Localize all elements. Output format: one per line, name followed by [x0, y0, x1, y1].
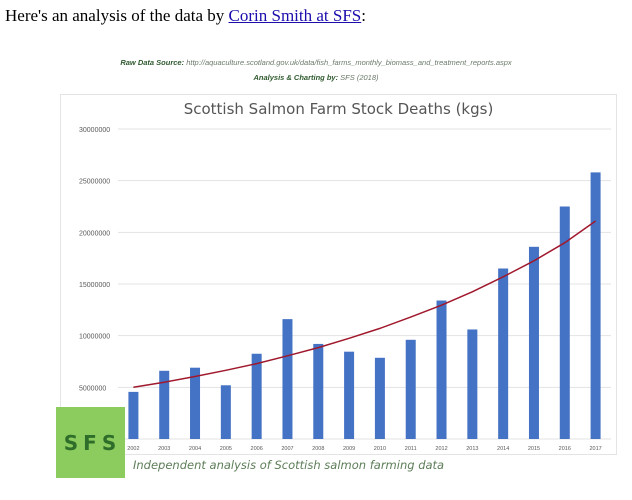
credit-line: Analysis & Charting by: SFS (2018)	[0, 73, 632, 82]
chart-caption: Independent analysis of Scottish salmon …	[133, 458, 445, 472]
bar	[313, 343, 324, 439]
bar	[405, 339, 416, 439]
credit-value: SFS (2018)	[338, 73, 379, 82]
bar	[498, 268, 509, 439]
bar	[590, 172, 601, 439]
y-tick-label: 15000000	[79, 282, 110, 289]
sfs-logo: SFS	[56, 407, 125, 478]
author-link[interactable]: Corin Smith at SFS	[228, 6, 362, 25]
credit-label: Analysis & Charting by:	[253, 73, 339, 82]
intro-suffix: :	[361, 6, 366, 25]
trendline	[133, 220, 597, 389]
y-tick-label: 30000000	[79, 127, 110, 134]
bar	[251, 353, 262, 439]
x-tick-label: 2011	[405, 446, 417, 452]
y-tick-label: 20000000	[79, 230, 110, 237]
x-tick-label: 2009	[343, 446, 355, 452]
x-tick-label: 2015	[528, 446, 540, 452]
bar	[220, 385, 231, 439]
bar	[436, 300, 447, 439]
bar	[374, 357, 385, 439]
bar	[159, 370, 170, 439]
bar	[344, 351, 355, 439]
x-tick-label: 2004	[189, 446, 201, 452]
chart-title: Scottish Salmon Farm Stock Deaths (kgs)	[183, 100, 494, 118]
data-source-label: Raw Data Source:	[120, 58, 185, 67]
x-tick-label: 2017	[589, 446, 601, 452]
x-tick-label: 2006	[251, 446, 263, 452]
x-tick-label: 2003	[158, 446, 170, 452]
bar	[528, 246, 539, 439]
intro-text: Here's an analysis of the data by Corin …	[5, 6, 366, 26]
x-tick-label: 2007	[281, 446, 293, 452]
intro-prefix: Here's an analysis of the data by	[5, 6, 229, 25]
bar	[190, 367, 201, 439]
x-tick-label: 2014	[497, 446, 509, 452]
x-tick-label: 2005	[220, 446, 232, 452]
x-tick-label: 2008	[312, 446, 324, 452]
data-source-line: Raw Data Source: http://aquaculture.scot…	[0, 58, 632, 67]
bar	[467, 329, 478, 439]
bar	[128, 391, 139, 439]
y-tick-label: 10000000	[79, 334, 110, 341]
chart-panel	[60, 94, 617, 455]
y-tick-label: 25000000	[79, 179, 110, 186]
x-tick-label: 2016	[559, 446, 571, 452]
bar	[559, 206, 570, 439]
x-tick-label: 2013	[466, 446, 478, 452]
x-tick-label: 2010	[374, 446, 386, 452]
x-tick-label: 2002	[127, 446, 139, 452]
y-tick-label: 5000000	[79, 385, 106, 392]
data-source-url: http://aquaculture.scotland.gov.uk/data/…	[184, 58, 512, 67]
bar	[282, 319, 293, 439]
x-tick-label: 2012	[435, 446, 447, 452]
